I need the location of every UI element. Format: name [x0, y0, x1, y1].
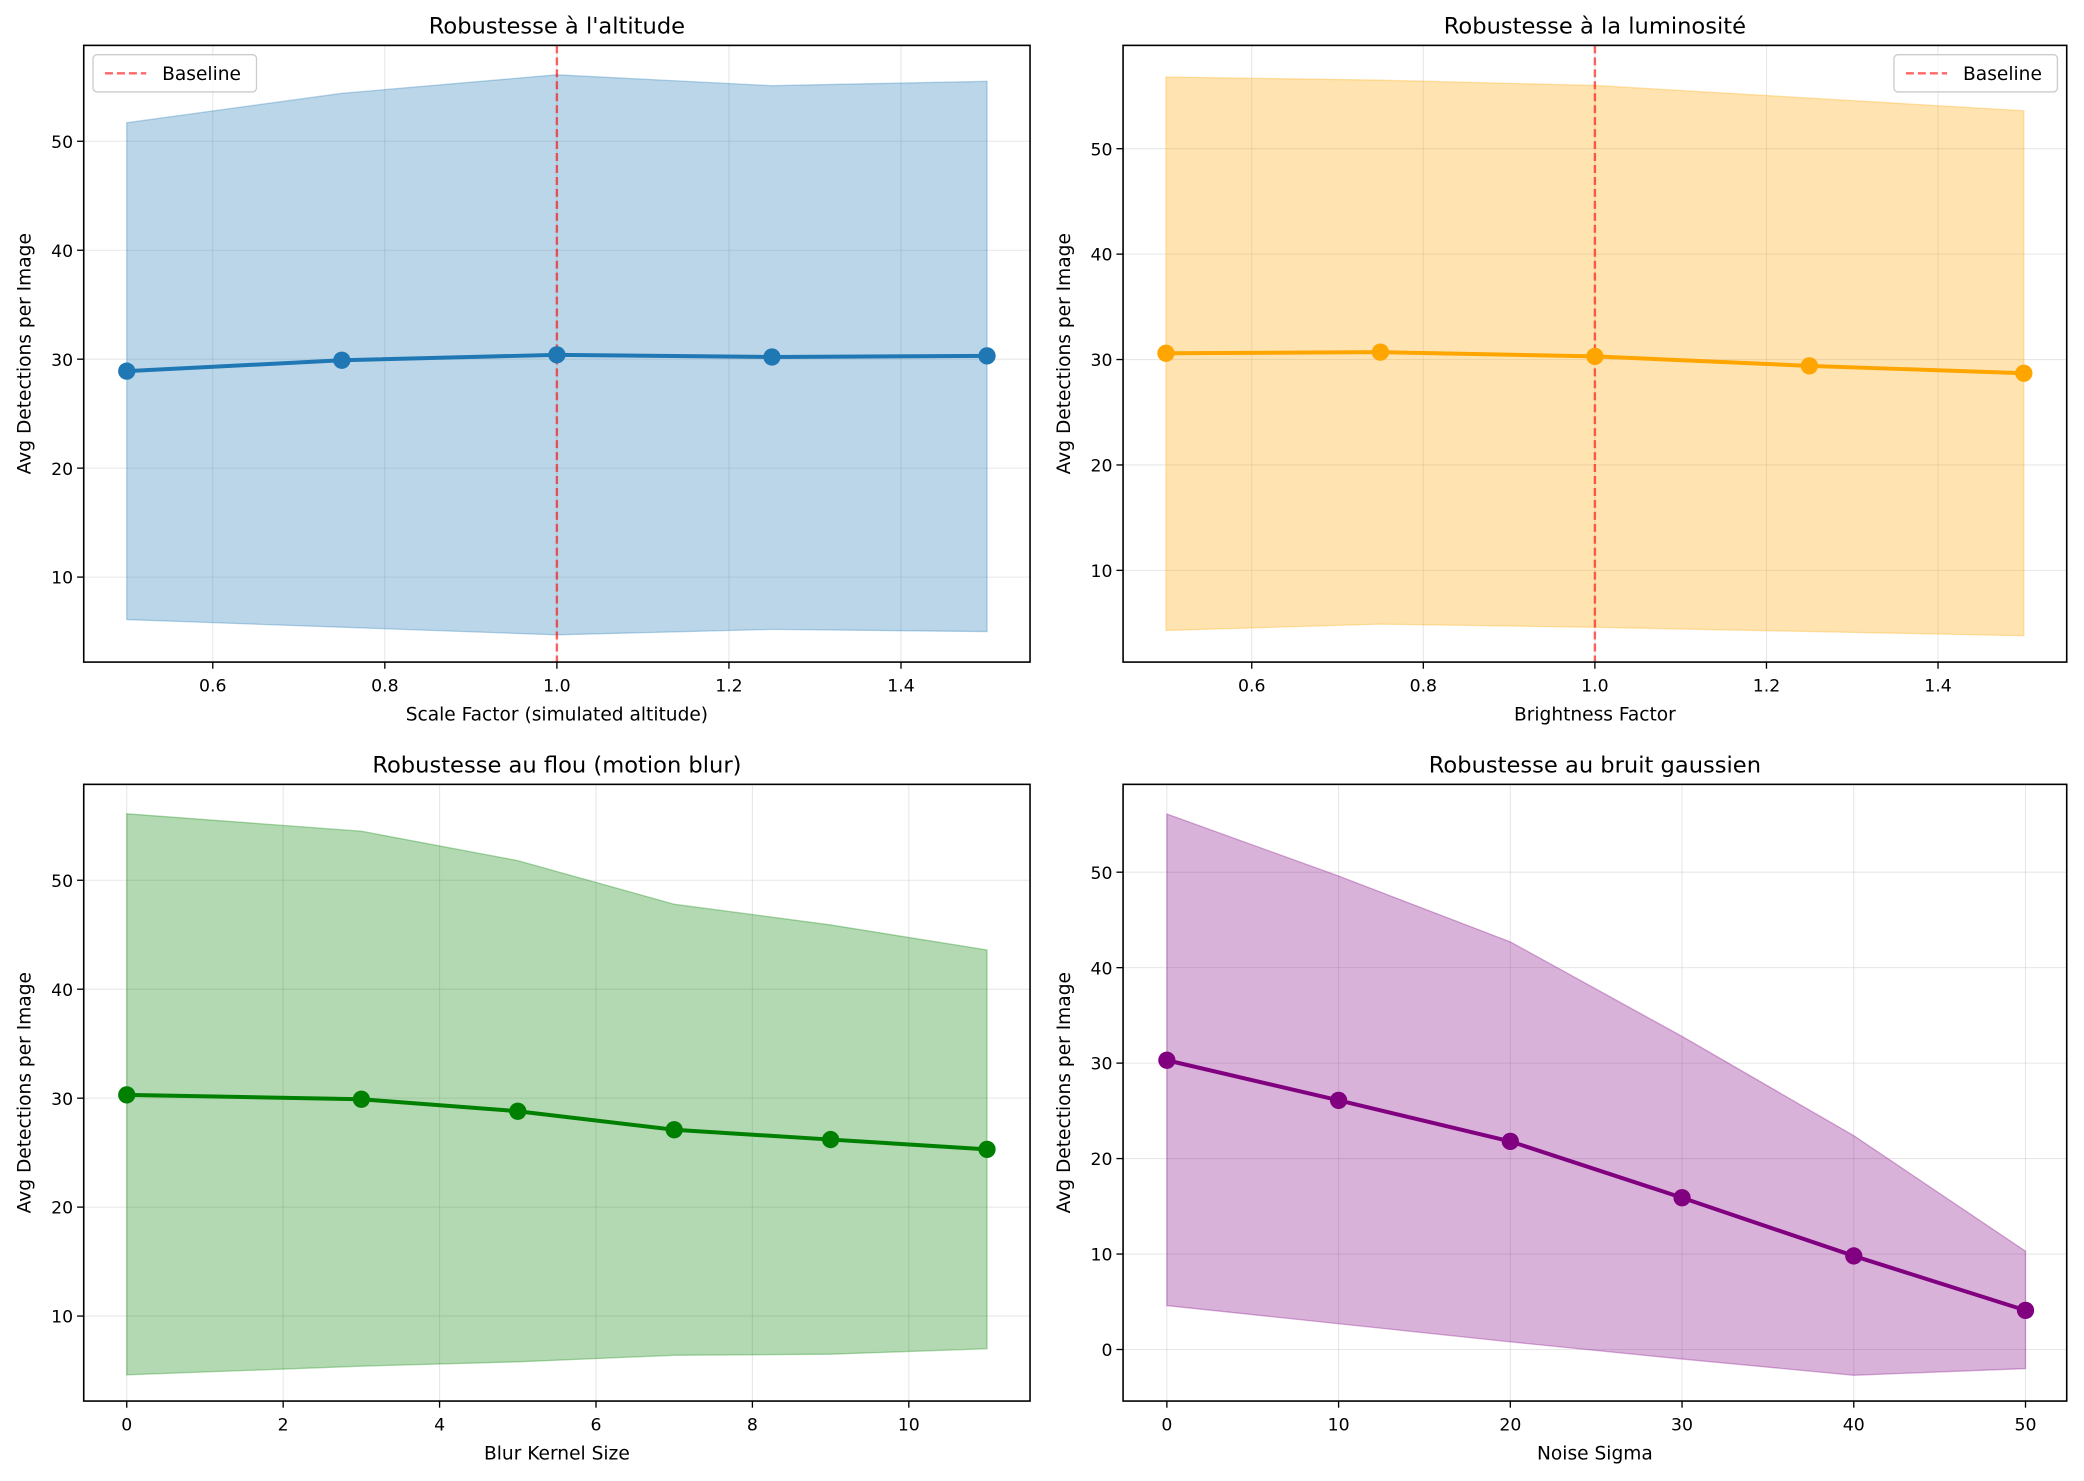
x-axis-label: Scale Factor (simulated altitude) — [406, 705, 708, 726]
data-point — [509, 1102, 527, 1120]
data-point — [352, 1090, 371, 1108]
x-tick-label: 1.4 — [1924, 676, 1951, 696]
chart-title: Robustesse au bruit gaussien — [1429, 752, 1761, 778]
data-point — [1329, 1091, 1348, 1109]
x-tick-label: 0.6 — [1238, 676, 1265, 696]
data-point — [118, 1086, 136, 1104]
y-tick-label: 30 — [51, 351, 73, 371]
data-point — [978, 1140, 996, 1159]
x-tick-label: 1.2 — [715, 676, 742, 696]
std-band — [126, 813, 988, 1376]
y-tick-label: 50 — [51, 872, 73, 892]
y-tick-label: 30 — [1090, 351, 1112, 371]
legend-box — [92, 54, 258, 93]
y-tick-label: 10 — [1090, 562, 1112, 582]
y-tick-label: 30 — [51, 1090, 73, 1110]
legend-box — [1893, 54, 2059, 93]
y-tick-label: 0 — [1101, 1341, 1112, 1361]
data-point — [333, 351, 351, 369]
x-tick-label: 0 — [1161, 1415, 1172, 1435]
data-point — [1158, 1051, 1176, 1069]
y-axis-label: Avg Detections per Image — [1054, 972, 1075, 1213]
x-tick-label: 0 — [121, 1415, 132, 1435]
y-tick-label: 30 — [1090, 1055, 1112, 1075]
data-point — [2015, 364, 2033, 382]
subplot-1: 0.6 0.8 1.0 1.2 1.4 10 20 30 40 50 Robustesse à l'… — [15, 13, 1031, 726]
data-point — [548, 346, 566, 364]
x-tick-label: 0.8 — [1410, 676, 1437, 696]
y-tick-label: 50 — [51, 133, 73, 153]
legend-label: Baseline — [1963, 64, 2042, 85]
legend: Baseline — [92, 54, 258, 93]
x-tick-label: 1.4 — [887, 676, 914, 696]
axes-frame — [82, 783, 1031, 1402]
chart-title: Robustesse à la luminosité — [1444, 13, 1746, 39]
data-point — [118, 362, 136, 380]
data-point — [1371, 343, 1390, 361]
series-line — [126, 1092, 988, 1152]
x-tick-label: 4 — [434, 1415, 445, 1435]
data-point — [1800, 357, 1819, 375]
y-tick-label: 50 — [1090, 864, 1112, 884]
data-point — [1501, 1132, 1519, 1151]
data-point — [821, 1130, 840, 1149]
y-tick-label: 10 — [1090, 1246, 1112, 1266]
subplot-4: 0 10 20 30 40 50 0 10 20 30 40 50 Robustesse au brui… — [1054, 752, 2068, 1465]
y-axis-label: Avg Detections per Image — [15, 233, 36, 474]
x-axis-label: Blur Kernel Size — [484, 1444, 630, 1465]
data-point — [763, 348, 781, 366]
subplot-3: 0 2 4 6 8 10 10 20 30 40 50 Robustesse au flou (mot… — [15, 752, 1031, 1465]
y-tick-label: 20 — [51, 460, 73, 480]
data-point — [978, 347, 996, 365]
x-tick-label: 2 — [278, 1415, 289, 1435]
data-point — [1845, 1247, 1863, 1265]
y-tick-label: 10 — [51, 1308, 73, 1328]
x-tick-label: 10 — [898, 1415, 920, 1435]
x-tick-label: 1.0 — [543, 676, 570, 696]
x-tick-label: 1.0 — [1581, 676, 1608, 696]
y-axis-label: Avg Detections per Image — [15, 972, 36, 1213]
y-tick-label: 20 — [1090, 457, 1112, 477]
x-axis-label: Brightness Factor — [1514, 705, 1676, 726]
legend: Baseline — [1893, 54, 2059, 93]
y-tick-label: 10 — [51, 569, 73, 589]
x-tick-label: 0.8 — [371, 676, 398, 696]
y-tick-label: 20 — [1090, 1150, 1112, 1170]
y-tick-label: 40 — [51, 242, 73, 262]
data-point — [2016, 1301, 2035, 1320]
data-point — [1157, 344, 1175, 362]
x-tick-label: 10 — [1328, 1415, 1350, 1435]
data-point — [665, 1121, 683, 1139]
subplot-2: 0.6 0.8 1.0 1.2 1.4 10 20 30 40 50 Robustesse à la… — [1054, 13, 2068, 726]
y-tick-label: 50 — [1090, 140, 1112, 160]
x-tick-label: 6 — [590, 1415, 601, 1435]
y-tick-label: 40 — [1090, 959, 1112, 979]
x-axis-label: Noise Sigma — [1537, 1444, 1653, 1465]
x-tick-label: 20 — [1499, 1415, 1521, 1435]
x-tick-label: 50 — [2015, 1415, 2037, 1435]
series-line — [1166, 1058, 2027, 1313]
data-point — [1673, 1189, 1691, 1207]
y-tick-label: 40 — [1090, 246, 1112, 266]
x-tick-label: 30 — [1671, 1415, 1693, 1435]
x-tick-label: 40 — [1843, 1415, 1865, 1435]
y-tick-label: 20 — [51, 1199, 73, 1219]
axes-frame — [1122, 783, 2068, 1402]
data-point — [1586, 347, 1604, 366]
y-tick-label: 40 — [51, 981, 73, 1001]
x-tick-label: 8 — [747, 1415, 758, 1435]
chart-title: Robustesse à l'altitude — [429, 13, 685, 39]
legend-label: Baseline — [162, 64, 241, 85]
y-axis-label: Avg Detections per Image — [1054, 233, 1075, 474]
chart-title: Robustesse au flou (motion blur) — [372, 752, 741, 778]
std-band — [1166, 813, 2027, 1376]
x-tick-label: 0.6 — [199, 676, 226, 696]
x-tick-label: 1.2 — [1753, 676, 1780, 696]
